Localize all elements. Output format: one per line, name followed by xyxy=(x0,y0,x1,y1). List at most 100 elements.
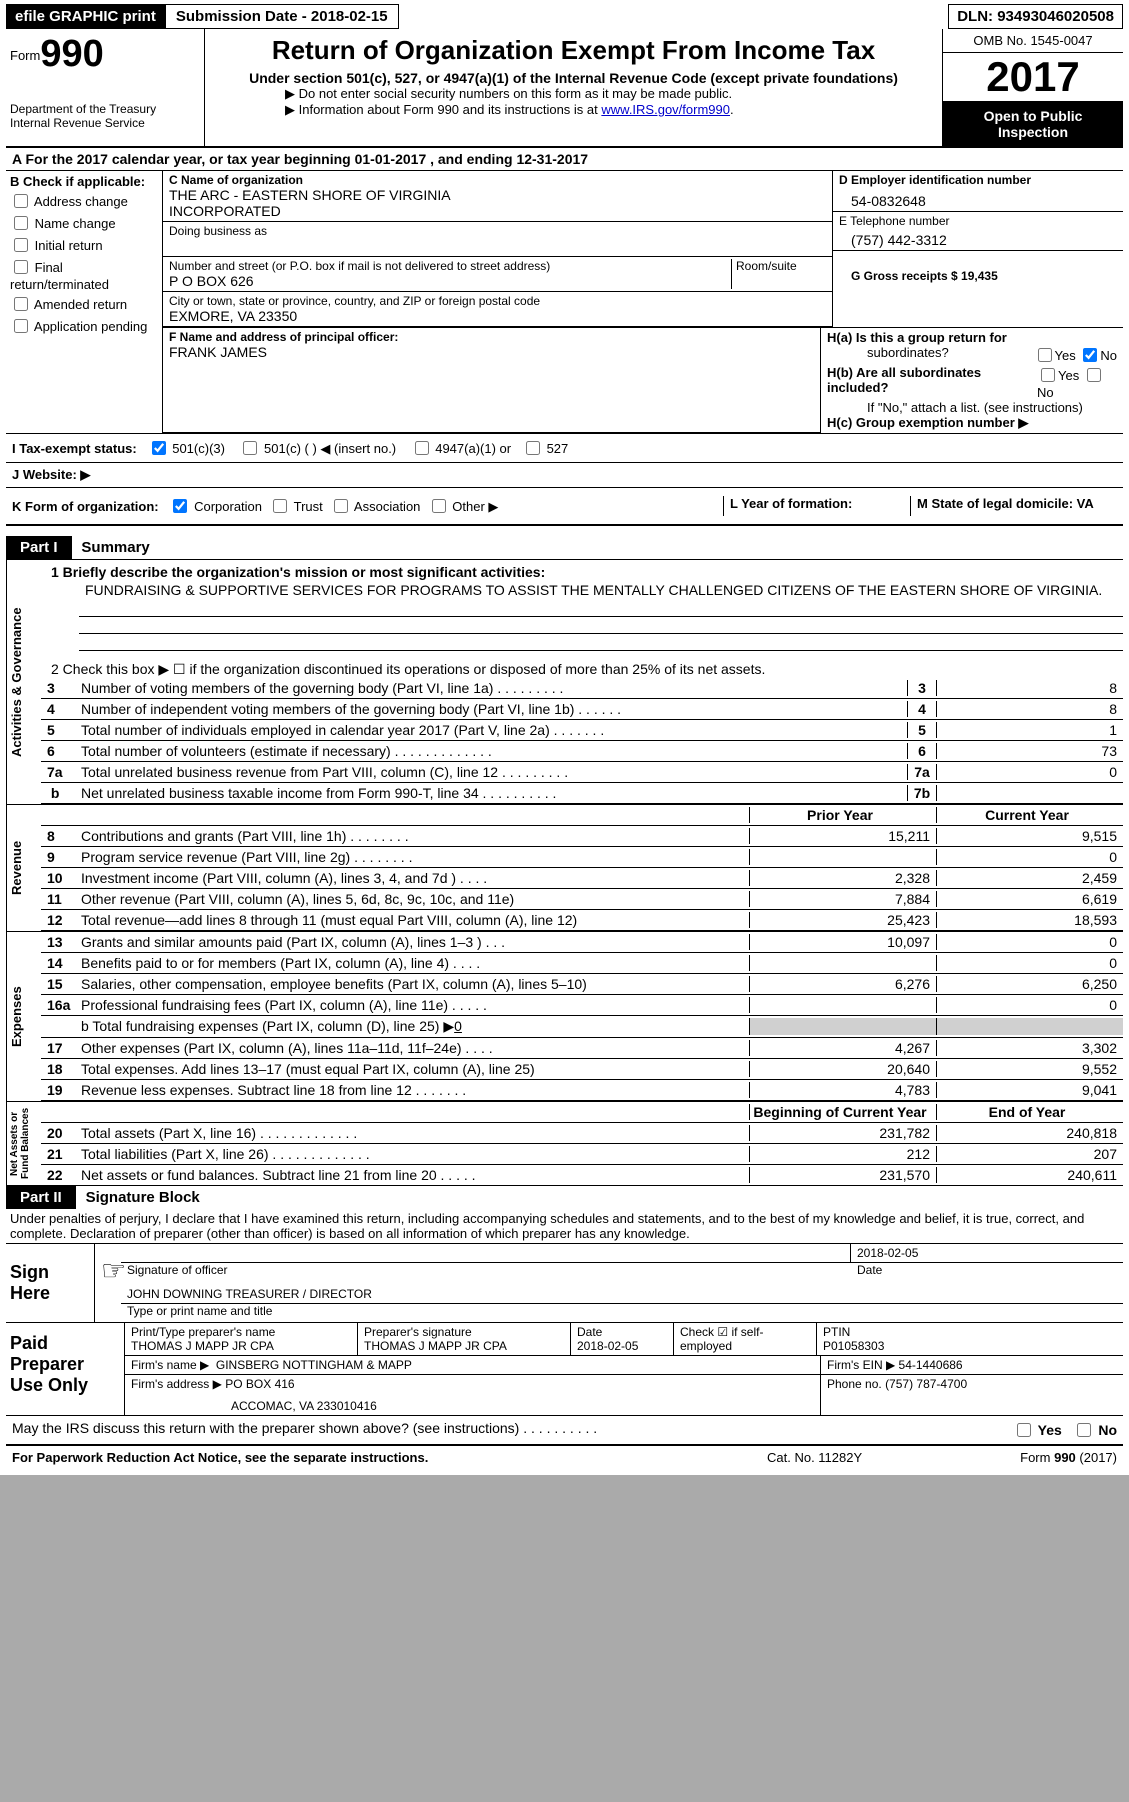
val-18c: 9,552 xyxy=(936,1061,1123,1077)
line14: Benefits paid to or for members (Part IX… xyxy=(81,955,749,971)
dln: DLN: 93493046020508 xyxy=(948,4,1123,29)
officer-name: FRANK JAMES xyxy=(169,344,814,360)
cb-527[interactable] xyxy=(526,441,540,455)
phone-value: (757) 442-3312 xyxy=(839,228,1117,248)
cb-4947[interactable] xyxy=(415,441,429,455)
section-revenue: Revenue xyxy=(6,805,41,931)
cb-ha-yes[interactable] xyxy=(1038,348,1052,362)
line15: Salaries, other compensation, employee b… xyxy=(81,976,749,992)
prep-self-employed: Check ☑ if self-employed xyxy=(674,1323,817,1355)
line18: Total expenses. Add lines 13–17 (must eq… xyxy=(81,1061,749,1077)
hc-exemption: H(c) Group exemption number ▶ xyxy=(827,415,1117,431)
val-5: 1 xyxy=(936,722,1123,738)
sign-arrow-icon: ☞ xyxy=(95,1244,121,1318)
cb-name-change[interactable] xyxy=(14,216,28,230)
prep-sig-label: Preparer's signature xyxy=(364,1325,564,1339)
cb-ha-no[interactable] xyxy=(1083,348,1097,362)
dept-treasury: Department of the Treasury xyxy=(10,76,200,116)
note-ssn: ▶ Do not enter social security numbers o… xyxy=(285,86,932,102)
cb-application-pending[interactable] xyxy=(14,319,28,333)
val-17p: 4,267 xyxy=(749,1040,936,1056)
cb-hb-yes[interactable] xyxy=(1041,368,1055,382)
val-14p xyxy=(749,955,936,971)
val-10c: 2,459 xyxy=(936,870,1123,886)
cb-trust[interactable] xyxy=(273,499,287,513)
cb-amended[interactable] xyxy=(14,297,28,311)
dba-label: Doing business as xyxy=(169,224,826,238)
line16a: Professional fundraising fees (Part IX, … xyxy=(81,997,749,1013)
cb-hb-no[interactable] xyxy=(1087,368,1101,382)
val-13c: 0 xyxy=(936,934,1123,950)
hdr-begin-year: Beginning of Current Year xyxy=(749,1104,936,1120)
firm-addr1: PO BOX 416 xyxy=(225,1377,294,1391)
note-instructions: ▶ Information about Form 990 and its ins… xyxy=(285,102,932,118)
sign-here-label: SignHere xyxy=(6,1244,95,1322)
val-10p: 2,328 xyxy=(749,870,936,886)
val-22c: 240,611 xyxy=(936,1167,1123,1183)
line8: Contributions and grants (Part VIII, lin… xyxy=(81,828,749,844)
prep-date-label: Date xyxy=(577,1325,667,1339)
top-bar: efile GRAPHIC print Submission Date - 20… xyxy=(6,4,1123,29)
d-ein-label: D Employer identification number xyxy=(839,173,1031,187)
section-b-checkboxes: B Check if applicable: Address change Na… xyxy=(6,171,163,433)
cb-501c3[interactable] xyxy=(152,441,166,455)
val-12c: 18,593 xyxy=(936,912,1123,928)
cb-discuss-no[interactable] xyxy=(1077,1423,1091,1437)
line7a: Total unrelated business revenue from Pa… xyxy=(81,764,907,780)
prep-sig: THOMAS J MAPP JR CPA xyxy=(364,1339,564,1353)
line16b: b Total fundraising expenses (Part IX, c… xyxy=(81,1018,749,1035)
val-15p: 6,276 xyxy=(749,976,936,992)
val-11c: 6,619 xyxy=(936,891,1123,907)
firm-ein-label: Firm's EIN ▶ xyxy=(827,1358,895,1372)
form-title: Return of Organization Exempt From Incom… xyxy=(215,35,932,66)
ptin-label: PTIN xyxy=(823,1325,1117,1339)
open-to-public: Open to PublicInspection xyxy=(943,102,1123,146)
firm-name-label: Firm's name ▶ xyxy=(131,1358,209,1372)
firm-addr2: ACCOMAC, VA 233010416 xyxy=(131,1399,814,1413)
cb-address-change[interactable] xyxy=(14,194,28,208)
line6: Total number of volunteers (estimate if … xyxy=(81,743,907,759)
val-9p xyxy=(749,849,936,865)
val-3: 8 xyxy=(936,680,1123,696)
ha-group-return: H(a) Is this a group return for subordin… xyxy=(827,330,1117,365)
org-name-1: THE ARC - EASTERN SHORE OF VIRGINIA xyxy=(169,187,826,203)
line11: Other revenue (Part VIII, column (A), li… xyxy=(81,891,749,907)
line20: Total assets (Part X, line 16) . . . . .… xyxy=(81,1125,749,1141)
val-7b xyxy=(936,785,1123,801)
val-7a: 0 xyxy=(936,764,1123,780)
val-11p: 7,884 xyxy=(749,891,936,907)
sig-date-label: Date xyxy=(851,1263,1123,1277)
discuss-question: May the IRS discuss this return with the… xyxy=(12,1420,597,1440)
cb-discuss-yes[interactable] xyxy=(1017,1423,1031,1437)
prep-name: THOMAS J MAPP JR CPA xyxy=(131,1339,351,1353)
ein-value: 54-0832648 xyxy=(839,187,1117,209)
val-16ap xyxy=(749,997,936,1013)
city-label: City or town, state or province, country… xyxy=(169,294,826,308)
cb-final-return[interactable] xyxy=(14,260,28,274)
room-label: Room/suite xyxy=(736,259,826,273)
firm-phone-label: Phone no. xyxy=(827,1377,882,1391)
cb-corp[interactable] xyxy=(173,499,187,513)
section-activities-governance: Activities & Governance xyxy=(6,560,41,804)
hdr-current-year: Current Year xyxy=(936,807,1123,823)
val-20p: 231,782 xyxy=(749,1125,936,1141)
val-21p: 212 xyxy=(749,1146,936,1162)
line21: Total liabilities (Part X, line 26) . . … xyxy=(81,1146,749,1162)
line3: Number of voting members of the governin… xyxy=(81,680,907,696)
cb-assoc[interactable] xyxy=(334,499,348,513)
perjury-statement: Under penalties of perjury, I declare th… xyxy=(6,1209,1123,1243)
part1-label: Part I xyxy=(6,536,72,559)
part1-title: Summary xyxy=(75,539,149,556)
val-22p: 231,570 xyxy=(749,1167,936,1183)
cb-initial-return[interactable] xyxy=(14,238,28,252)
val-20c: 240,818 xyxy=(936,1125,1123,1141)
val-19c: 9,041 xyxy=(936,1082,1123,1098)
cb-501c[interactable] xyxy=(243,441,257,455)
irs-link[interactable]: www.IRS.gov/form990 xyxy=(601,102,730,117)
firm-ein: 54-1440686 xyxy=(899,1358,963,1372)
dept-irs: Internal Revenue Service xyxy=(10,116,200,130)
i-tax-exempt: I Tax-exempt status: 501(c)(3) 501(c) ( … xyxy=(6,433,1123,463)
sig-date-val: 2018-02-05 xyxy=(850,1244,1123,1263)
c-label: C Name of organization xyxy=(169,173,303,187)
cb-other[interactable] xyxy=(432,499,446,513)
